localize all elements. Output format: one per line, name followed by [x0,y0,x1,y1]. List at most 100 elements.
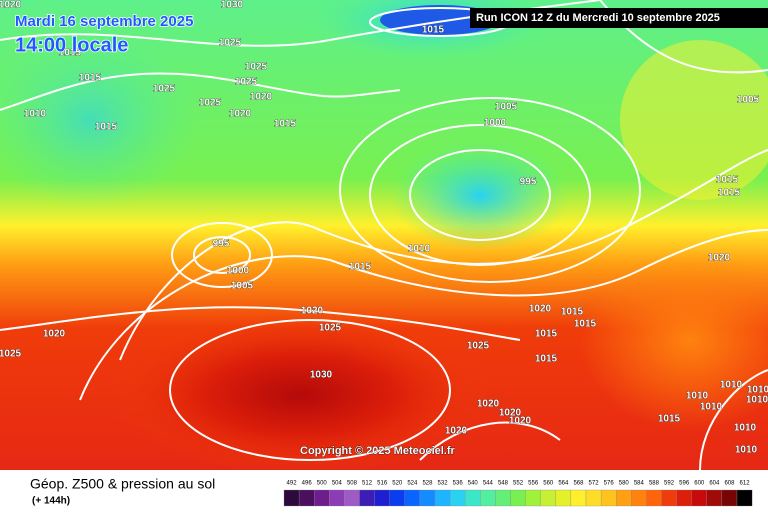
scale-swatch [540,489,556,507]
isobar-label: 1010 [408,244,431,255]
isobar-label: 1010 [700,402,723,413]
scale-label: 544 [483,481,494,487]
scale-swatch [706,489,723,507]
isobar-label: 1010 [720,380,743,391]
isobar-label: 1015 [422,25,445,36]
scale-label: 604 [709,481,720,487]
scale-label: 572 [589,481,600,487]
cold-pool [0,30,200,210]
isobar-label: 1000 [484,118,507,129]
isobar-label: 1030 [221,0,244,11]
scale-label: 612 [740,481,751,487]
scale-label: 504 [332,481,343,487]
scale-label: 580 [619,481,630,487]
scale-label: 584 [634,481,645,487]
isobar-label: 1020 [529,304,552,315]
isobar-label: 1020 [708,253,731,264]
scale-label: 536 [453,481,464,487]
scale-swatch [449,489,466,507]
scale-label: 588 [649,481,660,487]
isobar-label: 995 [213,239,230,250]
isobar-label: 1010 [746,395,768,406]
date: Mardi 16 septembre 2025 [15,13,193,30]
isobar-label: 1015 [535,329,558,340]
isobar-label: 1020 [499,408,522,419]
isobar-label: 1015 [658,414,681,425]
isobar-label: 1010 [747,385,768,396]
isobar-label: 1030 [310,370,333,381]
isobar-label: 1020 [43,329,66,340]
isobar-label: 1015 [274,119,297,130]
scale-swatch [283,489,300,507]
scale-swatch [555,489,572,507]
isobar-label: 1010 [734,423,757,434]
isobar-label: 1005 [737,95,760,106]
isobar-label: 1010 [24,109,47,120]
isobar-label: 1020 [301,306,324,317]
copyright: Copyright © 2025 Meteociel.fr [300,445,456,457]
isobar-label: 1000 [227,266,250,277]
warm-area [580,250,768,430]
scale-label: 528 [422,481,433,487]
scale-swatch [480,489,496,507]
scale-swatch [646,489,662,507]
warm-area [620,40,768,200]
scale-swatch [691,489,707,507]
isobar-label: 1025 [245,62,268,73]
isobar-label: 1020 [250,92,273,103]
isobar-label: 1025 [219,38,242,49]
scale-label: 512 [362,481,373,487]
isobar-label: 1010 [735,445,758,456]
isobar-label: 1015 [716,175,739,186]
scale-swatch [525,489,541,507]
isobar-label: 1015 [561,307,584,318]
scale-label: 564 [558,481,569,487]
scale-label: 600 [694,481,705,487]
isobar-label: 1015 [574,319,597,330]
scale-label: 556 [528,481,539,487]
scale-label: 540 [468,481,479,487]
scale-swatch [389,489,405,507]
isobar-label: 1020 [477,399,500,410]
scale-label: 608 [724,481,735,487]
scale-swatch [344,489,360,507]
scale-label: 532 [438,481,449,487]
isobar-label: 1015 [95,122,118,133]
scale-swatch [721,489,738,507]
isobar-label: 1005 [231,281,254,292]
scale-swatch [298,489,315,507]
isobar-label: 1015 [79,73,102,84]
run-box [470,8,768,28]
scale-label: 548 [498,481,509,487]
scale-swatch [661,489,677,507]
scale-swatch [404,489,421,507]
isobar-label: 1025 [319,323,342,334]
scale-swatch [736,489,753,507]
isobar-label: 1010 [686,391,709,402]
cold-pool [390,140,570,250]
scale-label: 500 [317,481,328,487]
isobar-label: 1015 [535,354,558,365]
isobar-label: 995 [520,177,537,188]
scale-label: 520 [392,481,403,487]
scale-swatch [495,489,511,507]
scale-swatch [616,489,632,507]
isobar-label: 1015 [718,188,741,199]
time: 14:00 locale [15,34,128,56]
scale-swatch [676,489,692,507]
scale-swatch [570,489,587,507]
scale-swatch [374,489,390,507]
scale-label: 524 [407,481,418,487]
scale-label: 552 [513,481,524,487]
hot-area [110,315,490,475]
isobar-label: 1015 [59,48,82,59]
legend-subtitle: (+ 144h) [32,496,70,507]
isobar-label: 1025 [199,98,222,109]
scale-swatch [631,489,647,507]
scale-swatch [329,489,345,507]
isobar-label: 1015 [349,262,372,273]
scale-swatch [359,489,375,507]
scale-swatch [314,489,330,507]
scale-swatch [419,489,436,507]
